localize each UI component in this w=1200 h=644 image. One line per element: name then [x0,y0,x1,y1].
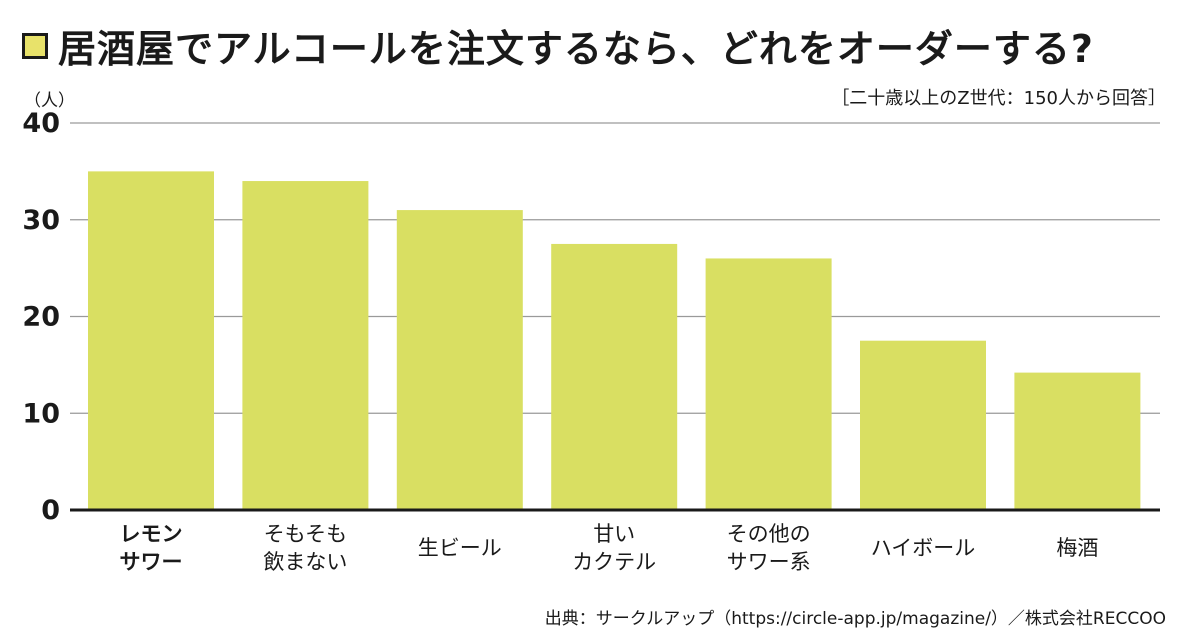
x-tick-label: 生ビール [418,536,502,560]
x-tick-label-line: 甘い [593,522,635,546]
bar [705,258,832,510]
x-tick-label-line: 梅酒 [1056,536,1098,560]
x-tick-label-line: その他の [727,522,811,546]
source-credit: 出典：サークルアップ（https://circle-app.jp/magazin… [544,609,1166,629]
y-tick-label: 20 [22,302,60,333]
x-tick-label: 梅酒 [1056,536,1098,560]
y-tick-label: 30 [22,205,60,236]
bar [88,171,214,510]
x-tick-label: そもそも飲まない [263,522,347,574]
title-square-icon [22,32,48,59]
bar [242,181,369,511]
x-tick-label-line: そもそも [264,522,348,546]
x-tick-label-line: ハイボール [871,536,976,560]
x-tick-label-line: 生ビール [418,536,502,560]
x-tick-label-line: レモン [120,522,183,546]
chart-title-block: 居酒屋でアルコールを注文するなら、どれをオーダーする? [22,18,1094,73]
x-tick-label-line: サワー系 [727,550,811,574]
y-tick-label: 10 [22,398,60,429]
survey-note: ［二十歳以上のZ世代：150人から回答］ [831,88,1166,109]
x-tick-label: ハイボール [871,536,976,560]
chart-title: 居酒屋でアルコールを注文するなら、どれをオーダーする? [58,27,1094,71]
bar [396,210,523,510]
y-axis-unit: （人） [24,91,75,111]
x-tick-label-line: 飲まない [263,550,347,574]
x-tick-label: 甘いカクテル [572,522,656,574]
bar [551,243,678,510]
x-tick-label-line: サワー [120,550,183,574]
bar [860,340,986,510]
y-tick-label: 40 [22,108,60,139]
bar [1014,372,1141,510]
x-tick-label-line: カクテル [572,550,656,574]
y-tick-label: 0 [41,495,60,526]
x-tick-label: レモンサワー [120,522,183,574]
x-tick-label: その他のサワー系 [727,522,811,574]
